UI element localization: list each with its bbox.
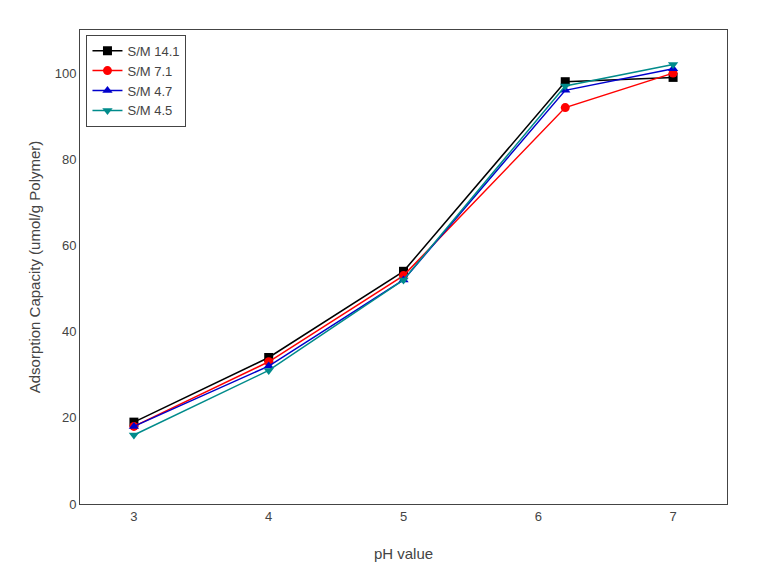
svg-text:40: 40 <box>62 324 76 339</box>
svg-text:S/M 14.1: S/M 14.1 <box>127 44 179 59</box>
svg-text:5: 5 <box>400 509 407 524</box>
svg-text:4: 4 <box>265 509 272 524</box>
svg-text:6: 6 <box>535 509 542 524</box>
svg-text:80: 80 <box>62 152 76 167</box>
svg-text:20: 20 <box>62 410 76 425</box>
svg-text:S/M 7.1: S/M 7.1 <box>127 64 172 79</box>
svg-text:60: 60 <box>62 238 76 253</box>
svg-text:100: 100 <box>55 66 77 81</box>
svg-text:Adsorption Capacity (umol/g Po: Adsorption Capacity (umol/g Polymer) <box>26 141 43 394</box>
svg-text:S/M 4.7: S/M 4.7 <box>127 84 172 99</box>
svg-text:S/M 4.5: S/M 4.5 <box>127 103 172 118</box>
svg-text:3: 3 <box>130 509 137 524</box>
svg-text:7: 7 <box>669 509 676 524</box>
svg-text:0: 0 <box>69 497 76 512</box>
svg-text:pH value: pH value <box>374 545 433 562</box>
